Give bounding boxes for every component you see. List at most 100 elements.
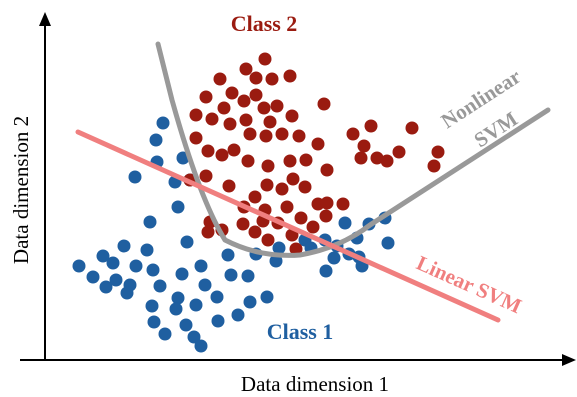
class-2-point	[299, 153, 313, 167]
class-2-label: Class 2	[231, 11, 298, 36]
class-1-point	[210, 290, 224, 304]
linear-svm-boundary	[75, 129, 501, 323]
class-2-point	[189, 108, 203, 122]
class-2-point	[380, 154, 394, 168]
class-2-point	[317, 97, 331, 111]
class-2-point	[283, 69, 297, 83]
class-1-point	[179, 318, 193, 332]
class-2-point	[201, 144, 215, 158]
x-axis-label: Data dimension 1	[241, 372, 389, 396]
class-1-point	[194, 339, 208, 353]
class-1-point	[99, 280, 113, 294]
class-2-point	[217, 101, 231, 115]
class-1-point	[175, 267, 189, 281]
class-1-point	[128, 170, 142, 184]
axes	[20, 12, 576, 366]
class-2-point	[189, 131, 203, 145]
class-1-point	[153, 279, 167, 293]
class-1-point	[169, 302, 183, 316]
class-2-point	[260, 178, 274, 192]
class-2-point	[263, 115, 277, 129]
class-1-point	[117, 239, 131, 253]
class-2-point	[248, 190, 262, 204]
class-2-point	[248, 225, 262, 239]
class-2-point	[289, 242, 303, 256]
class-1-point	[143, 215, 157, 229]
class-2-point	[259, 129, 273, 143]
class-1-point	[120, 286, 134, 300]
class-1-point	[72, 259, 86, 273]
class-2-point	[222, 179, 236, 193]
class-1-point	[224, 268, 238, 282]
class-1-point	[260, 290, 274, 304]
class-2-point	[392, 145, 406, 159]
class-1-point	[269, 254, 283, 268]
class-2-point	[199, 90, 213, 104]
class-1-point	[156, 116, 170, 130]
class-2-point	[427, 159, 441, 173]
class-1-point	[96, 249, 110, 263]
class-2-point	[215, 148, 229, 162]
x-axis-arrow	[562, 354, 576, 366]
class-1-point	[147, 315, 161, 329]
class-2-point	[243, 127, 257, 141]
class-2-point	[227, 143, 241, 157]
class-1-point	[194, 259, 208, 273]
class-2-point	[285, 109, 299, 123]
class-1-point	[171, 200, 185, 214]
class-1-point	[146, 263, 160, 277]
class-2-points	[183, 52, 445, 256]
class-2-point	[336, 197, 350, 211]
class-1-point	[171, 291, 185, 305]
class-2-point	[354, 151, 368, 165]
class-1-point	[241, 269, 255, 283]
class-1-point	[149, 133, 163, 147]
class-1-point	[272, 241, 286, 255]
class-1-point	[129, 259, 143, 273]
class-2-point	[364, 119, 378, 133]
class-2-point	[370, 151, 384, 165]
class-2-point	[320, 163, 334, 177]
class-2-point	[239, 62, 253, 76]
class-1-point	[231, 308, 245, 322]
class-1-point	[327, 251, 341, 265]
class-2-point	[405, 121, 419, 135]
class-2-point	[205, 112, 219, 126]
class-1-point	[180, 235, 194, 249]
class-1-point	[243, 295, 257, 309]
nonlinear-svm-boundary	[155, 41, 551, 258]
class-2-point	[286, 172, 300, 186]
class-2-point	[275, 127, 289, 141]
class-2-point	[265, 72, 279, 86]
class-1-point	[187, 330, 201, 344]
class-2-point	[275, 182, 289, 196]
class-2-point	[298, 180, 312, 194]
class-2-point	[319, 209, 333, 223]
class-2-point	[213, 72, 227, 86]
class-1-point	[189, 298, 203, 312]
class-2-point	[261, 233, 275, 247]
class-1-point	[109, 273, 123, 287]
class-2-point	[236, 217, 250, 231]
class-2-point	[283, 154, 297, 168]
class-2-point	[199, 169, 213, 183]
class-1-point	[145, 299, 159, 313]
class-1-point	[381, 236, 395, 250]
class-1-label: Class 1	[267, 319, 334, 344]
class-2-point	[223, 117, 237, 131]
class-2-point	[306, 220, 320, 234]
class-2-point	[311, 137, 325, 151]
class-2-point	[294, 211, 308, 225]
class-2-point	[257, 101, 271, 115]
class-1-point	[106, 256, 120, 270]
class-2-point	[249, 71, 263, 85]
class-2-point	[241, 154, 255, 168]
class-1-point	[86, 270, 100, 284]
class-2-point	[258, 52, 272, 66]
class-1-point	[140, 243, 154, 257]
y-axis-label: Data dimension 2	[9, 116, 33, 264]
class-2-point	[431, 145, 445, 159]
class-2-point	[237, 94, 251, 108]
class-2-point	[239, 113, 253, 127]
